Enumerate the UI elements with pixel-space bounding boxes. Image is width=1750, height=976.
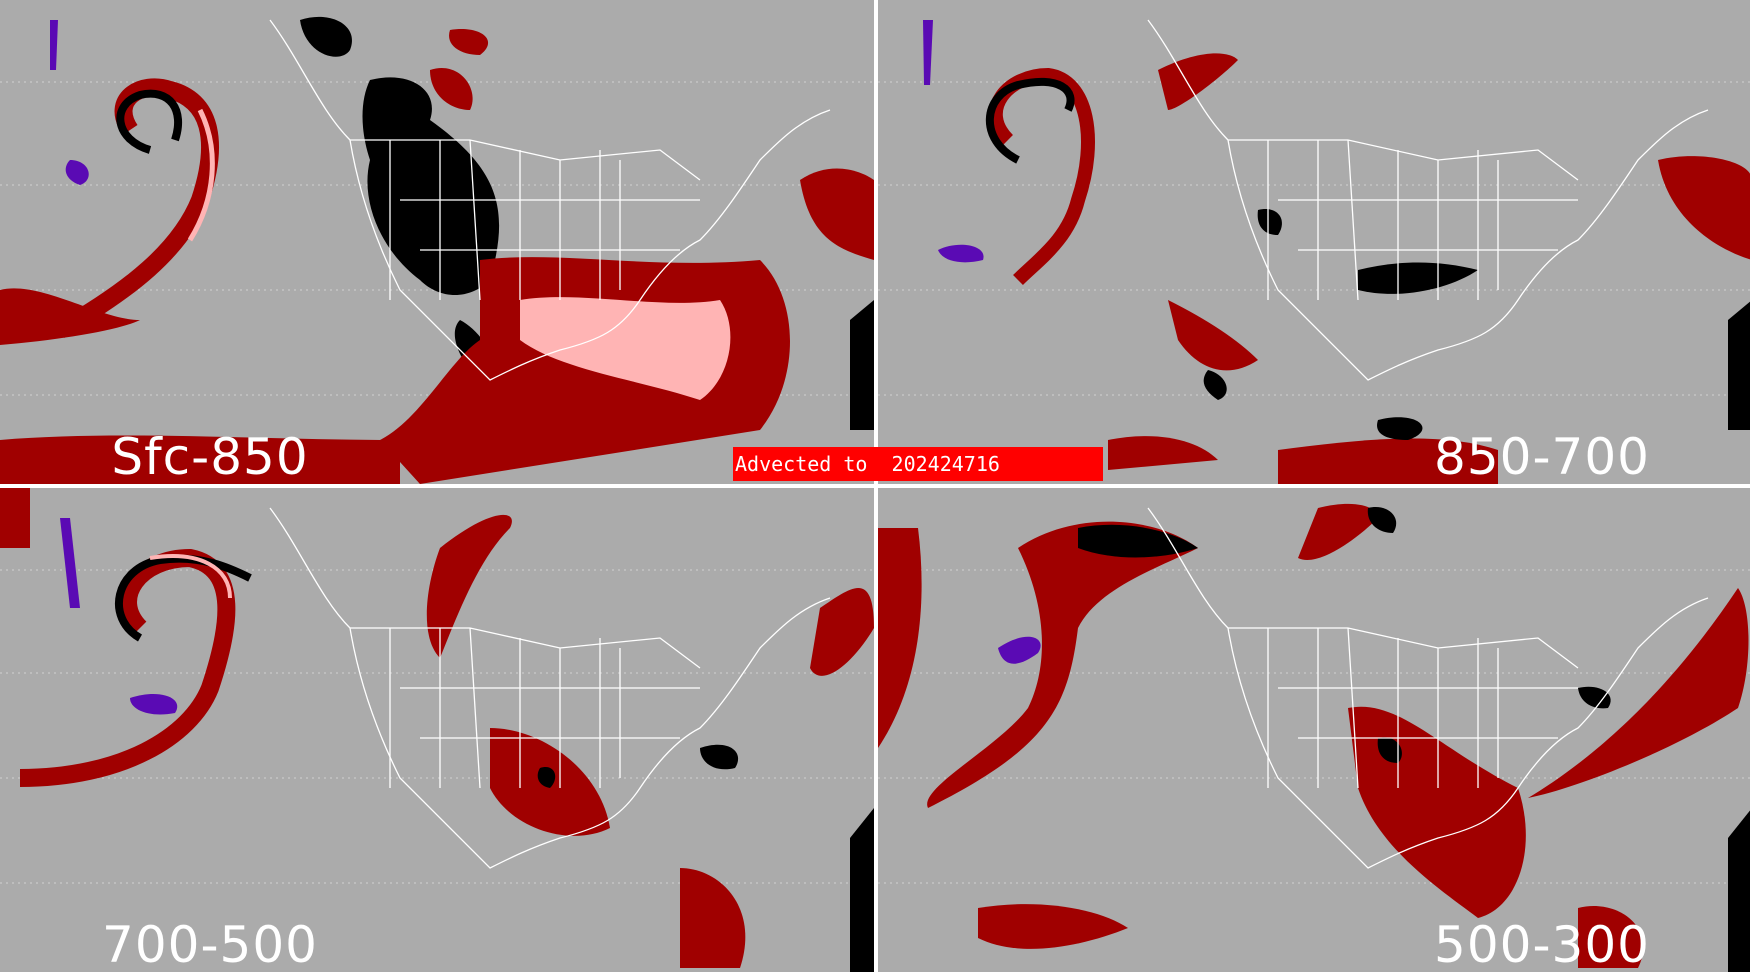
map-700-500 (0, 488, 874, 972)
storm-swirl (55, 78, 219, 338)
layer-label: 700-500 (102, 916, 318, 972)
storm-swirl (985, 67, 1095, 285)
layer-label: 850-700 (1434, 428, 1650, 484)
storm-swirl (19, 548, 252, 787)
red-cloud-area (878, 503, 1749, 968)
coastline-outlines (269, 19, 831, 381)
purple-cloud-area (998, 636, 1041, 664)
black-cloud-area (1203, 209, 1750, 440)
black-cloud-area (537, 744, 874, 972)
advected-banner: Advected to 202424716 (733, 447, 1103, 481)
map-850-700 (878, 19, 1750, 484)
map-500-300 (878, 503, 1750, 972)
purple-cloud-area (60, 518, 178, 715)
panel-sfc-850: Sfc-850 (0, 0, 874, 484)
red-cloud-area (0, 488, 874, 968)
graticule (878, 569, 1750, 884)
coastline-outlines (1147, 19, 1709, 381)
panel-700-500: 700-500 (0, 488, 874, 972)
map-sfc-850 (0, 16, 874, 484)
panel-500-300: 500-300 (878, 488, 1750, 972)
layer-label: Sfc-850 (111, 428, 309, 484)
black-cloud-area (1078, 507, 1750, 972)
graticule (878, 81, 1750, 396)
layer-label: 500-300 (1434, 916, 1650, 972)
red-cloud-band (0, 29, 874, 484)
panel-850-700: 850-700 (878, 0, 1750, 484)
coastline-outlines (1147, 507, 1709, 869)
purple-cloud-area (50, 20, 89, 185)
purple-cloud-area (923, 20, 984, 263)
coastline-outlines (269, 507, 831, 869)
